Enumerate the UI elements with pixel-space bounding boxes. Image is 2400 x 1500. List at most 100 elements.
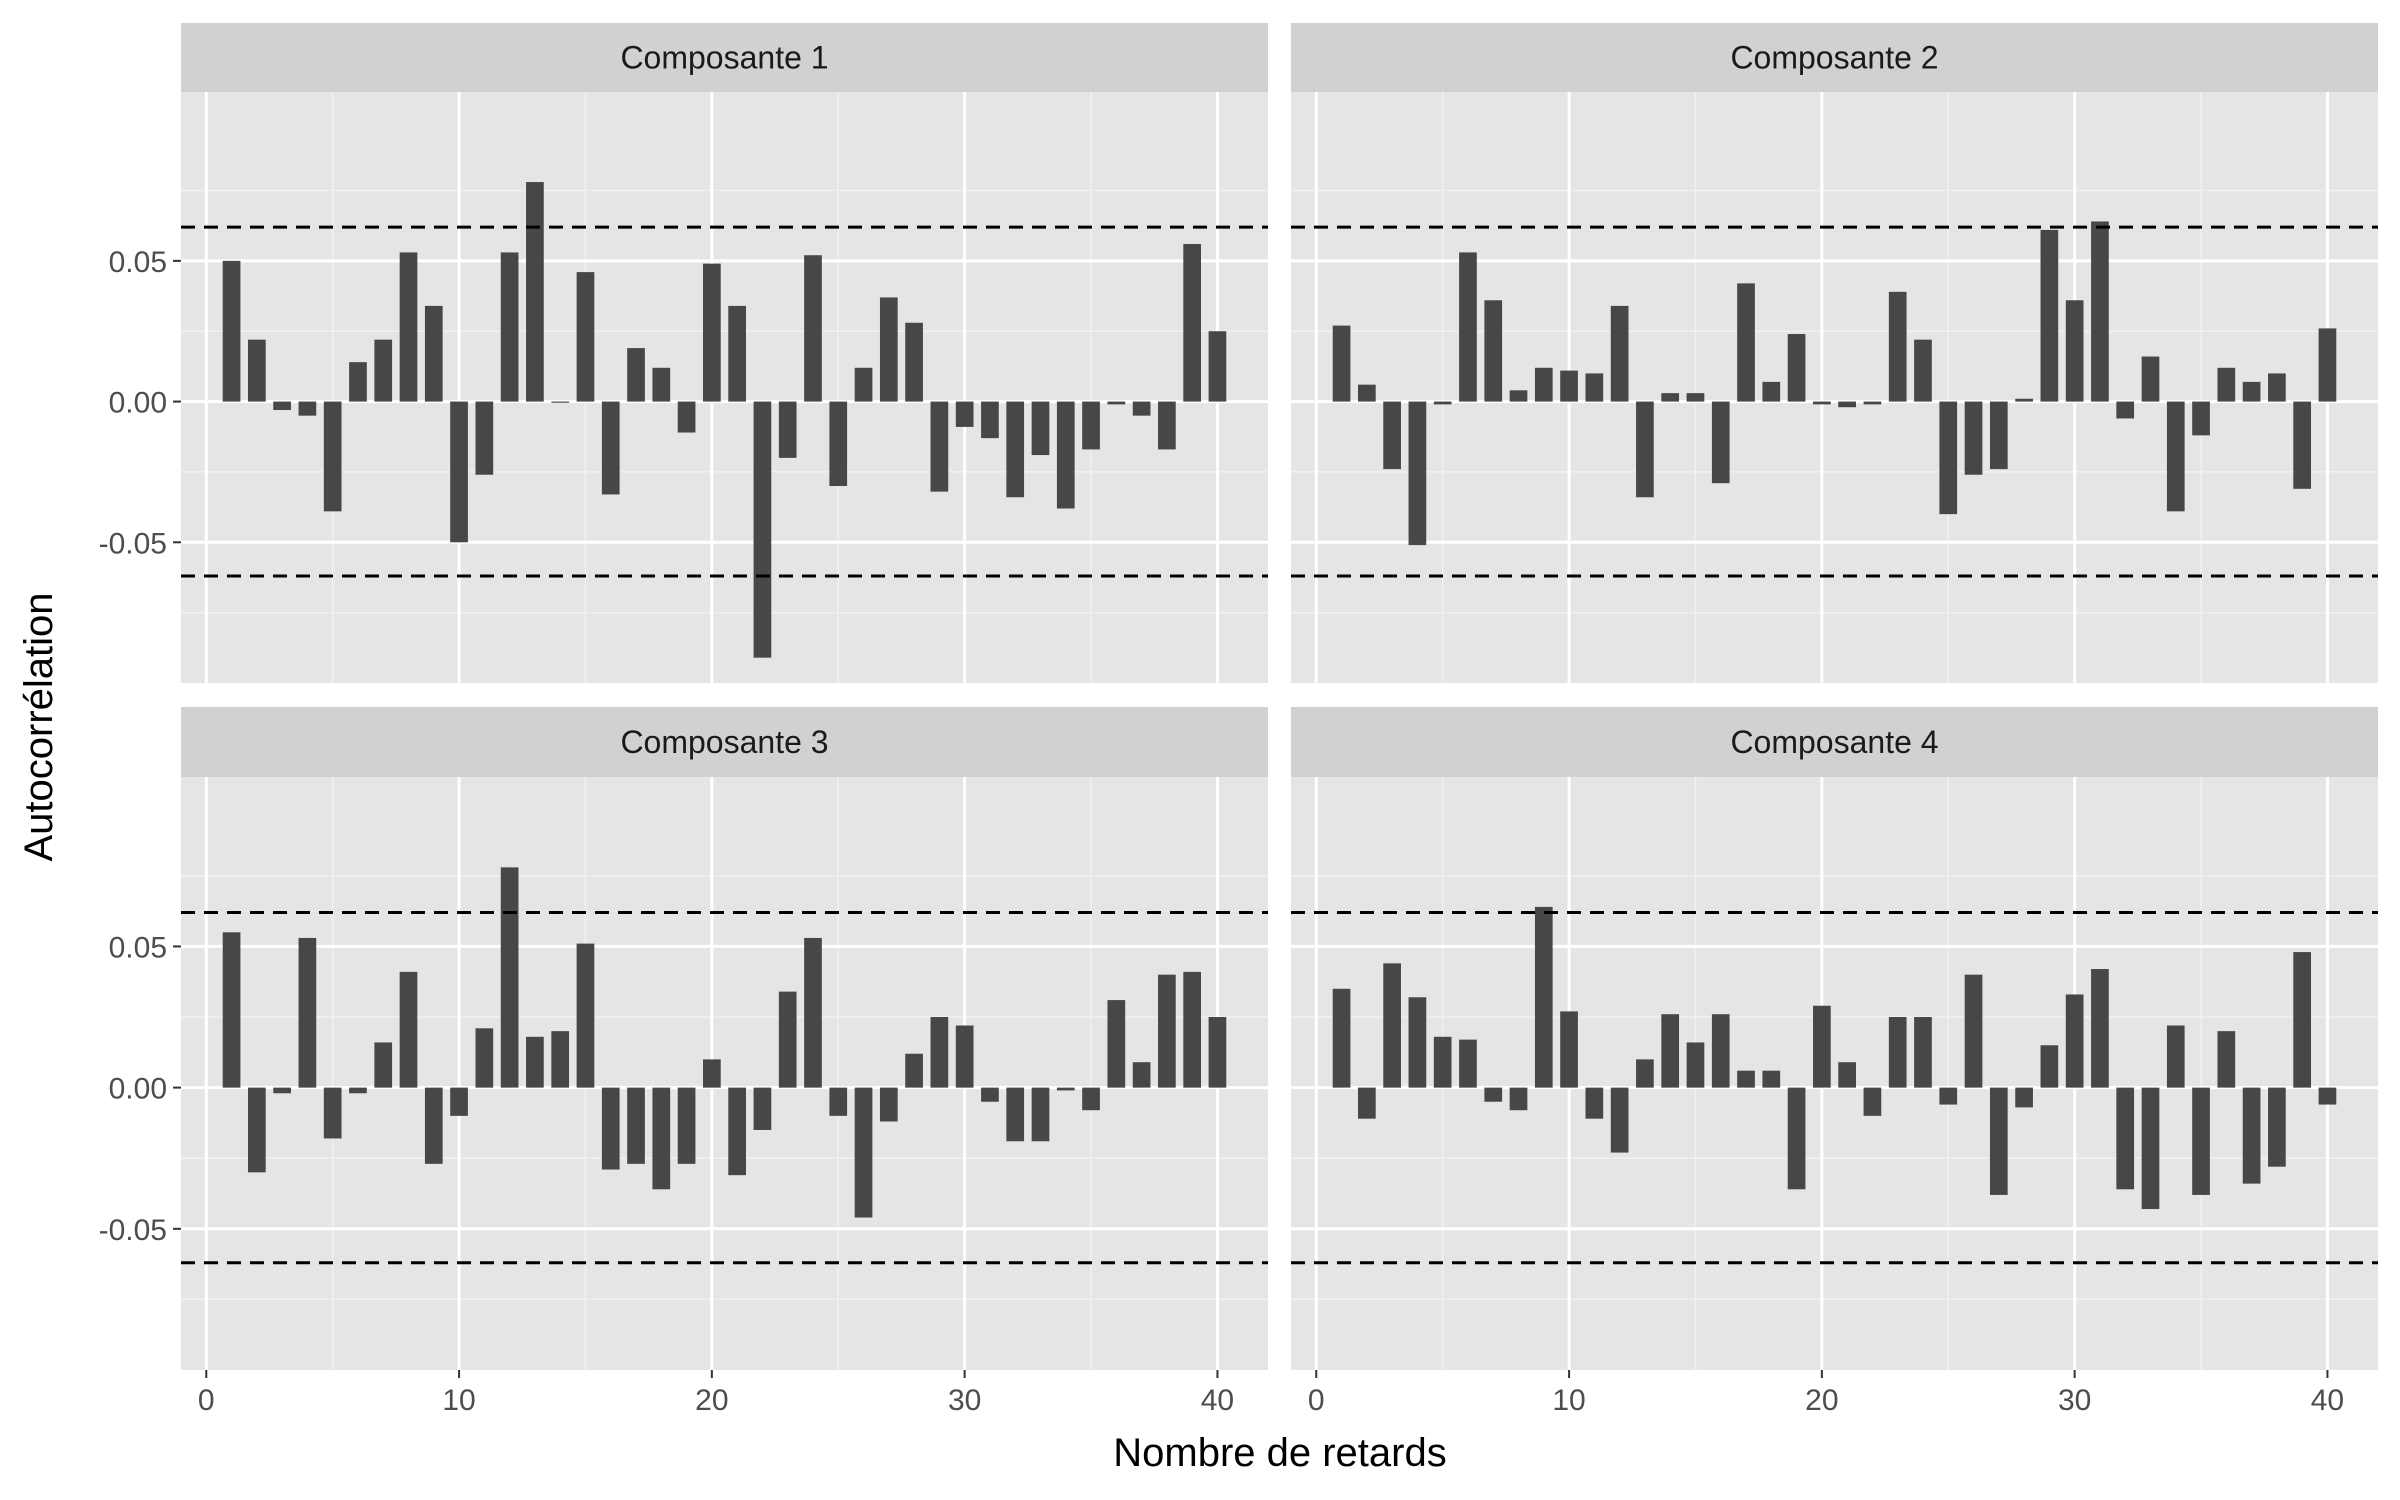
acf-bar (677, 1087, 696, 1164)
acf-bar (273, 1087, 291, 1094)
acf-bar (1686, 1042, 1705, 1088)
facet-title: Composante 2 (1730, 40, 1938, 76)
acf-bar (652, 1087, 671, 1190)
x-tick-label: 30 (948, 1384, 981, 1417)
acf-bar (500, 252, 519, 402)
acf-bar (1332, 988, 1351, 1088)
acf-bar (1711, 1014, 1730, 1088)
acf-bar (854, 367, 873, 402)
acf-bar (1838, 1062, 1856, 1088)
acf-bar (1914, 339, 1932, 402)
acf-bar (2192, 401, 2210, 436)
acf-bar (728, 1087, 746, 1176)
acf-bar (930, 1017, 949, 1088)
acf-bar (1208, 1017, 1227, 1088)
acf-bar (1863, 1087, 1882, 1116)
acf-bar (1813, 1005, 1831, 1088)
acf-bar (551, 401, 570, 403)
acf-bar (273, 401, 291, 411)
y-tick-label: -0.05 (99, 1214, 167, 1247)
acf-bar (1107, 1000, 1126, 1088)
acf-bar (1914, 1017, 1932, 1088)
acf-bar (2091, 221, 2109, 402)
acf-bar (1433, 1036, 1452, 1088)
acf-bar (1056, 1087, 1075, 1091)
acf-bar (1357, 384, 1376, 402)
acf-bar (627, 1087, 645, 1164)
acf-bar (1711, 401, 1730, 484)
acf-bar (1989, 401, 2008, 470)
x-tick-label: 0 (1308, 1384, 1325, 1417)
acf-bar (1737, 1070, 1755, 1088)
acf-bar (1107, 401, 1126, 405)
acf-bar (1939, 1087, 1958, 1105)
acf-bar (2166, 1025, 2185, 1088)
facet-strip (1291, 23, 2378, 92)
acf-bar (879, 297, 898, 402)
acf-bar (298, 401, 317, 416)
acf-bar (1787, 1087, 1806, 1190)
y-tick-label: 0.05 (109, 246, 167, 279)
acf-bar (1939, 401, 1958, 515)
acf-bar (1787, 334, 1806, 402)
acf-bar (1863, 401, 1882, 405)
acf-bar (399, 971, 418, 1088)
acf-bar (1459, 252, 1477, 402)
acf-bar (930, 401, 949, 492)
acf-bar (374, 1042, 393, 1088)
acf-bar (1158, 401, 1176, 450)
y-tick-label: 0.00 (109, 1073, 167, 1106)
facet-panel: Composante 1 -0.05 0.00 0.05 (99, 23, 1268, 683)
x-tick-label: 40 (2311, 1384, 2344, 1417)
y-tick-label: 0.00 (109, 387, 167, 420)
acf-bar (323, 1087, 342, 1139)
acf-bar (778, 991, 797, 1088)
facet-title: Composante 4 (1730, 724, 1938, 760)
acf-bar (1888, 1017, 1907, 1088)
acf-bar (1636, 1059, 1654, 1088)
acf-bar (2293, 952, 2312, 1088)
acf-bar (1813, 401, 1831, 405)
acf-bar (222, 932, 241, 1088)
acf-bar (1132, 1062, 1151, 1088)
acf-bar (854, 1087, 873, 1218)
acf-bar (1383, 401, 1401, 470)
acf-bar (1408, 401, 1427, 546)
acf-bar (1158, 974, 1176, 1088)
y-axis-title: Autocorrélation (17, 592, 61, 861)
facet-panel: Composante 4 0 10 20 30 40 (1291, 707, 2378, 1417)
x-tick-label: 30 (2058, 1384, 2091, 1417)
acf-bar (1357, 1087, 1376, 1119)
acf-bar (1661, 1014, 1680, 1088)
acf-bar (1006, 401, 1025, 498)
acf-bar (2166, 401, 2185, 512)
acf-bar (1484, 300, 1503, 402)
acf-bar (1183, 971, 1202, 1088)
acf-bar (1964, 974, 1983, 1088)
acf-bar (1208, 331, 1227, 402)
facet-strip (1291, 707, 2378, 777)
acf-bar (804, 937, 822, 1088)
x-tick-label: 10 (1552, 1384, 1585, 1417)
panels-layer: Composante 1 -0.05 0.00 0.05 Composante 2 Com… (99, 23, 2378, 1417)
facet-strip (181, 23, 1268, 92)
acf-bar (1183, 243, 1202, 402)
acf-bar (1661, 393, 1680, 402)
acf-bar (1534, 367, 1553, 402)
acf-bar (2015, 398, 2033, 402)
acf-bar (1332, 325, 1351, 402)
panel-background (1291, 92, 2378, 683)
acf-bar (955, 401, 974, 427)
acf-bar (298, 937, 317, 1088)
acf-bar (399, 252, 418, 402)
acf-bar (601, 401, 620, 495)
acf-bar (728, 305, 746, 402)
panel-background (181, 92, 1268, 683)
acf-bar (905, 322, 923, 402)
acf-bar (2242, 1087, 2261, 1184)
acf-bar (829, 1087, 848, 1116)
acf-bar (2318, 328, 2337, 402)
acf-bar (1408, 997, 1427, 1088)
acf-bar (2242, 381, 2261, 402)
acf-bar (1056, 401, 1075, 509)
